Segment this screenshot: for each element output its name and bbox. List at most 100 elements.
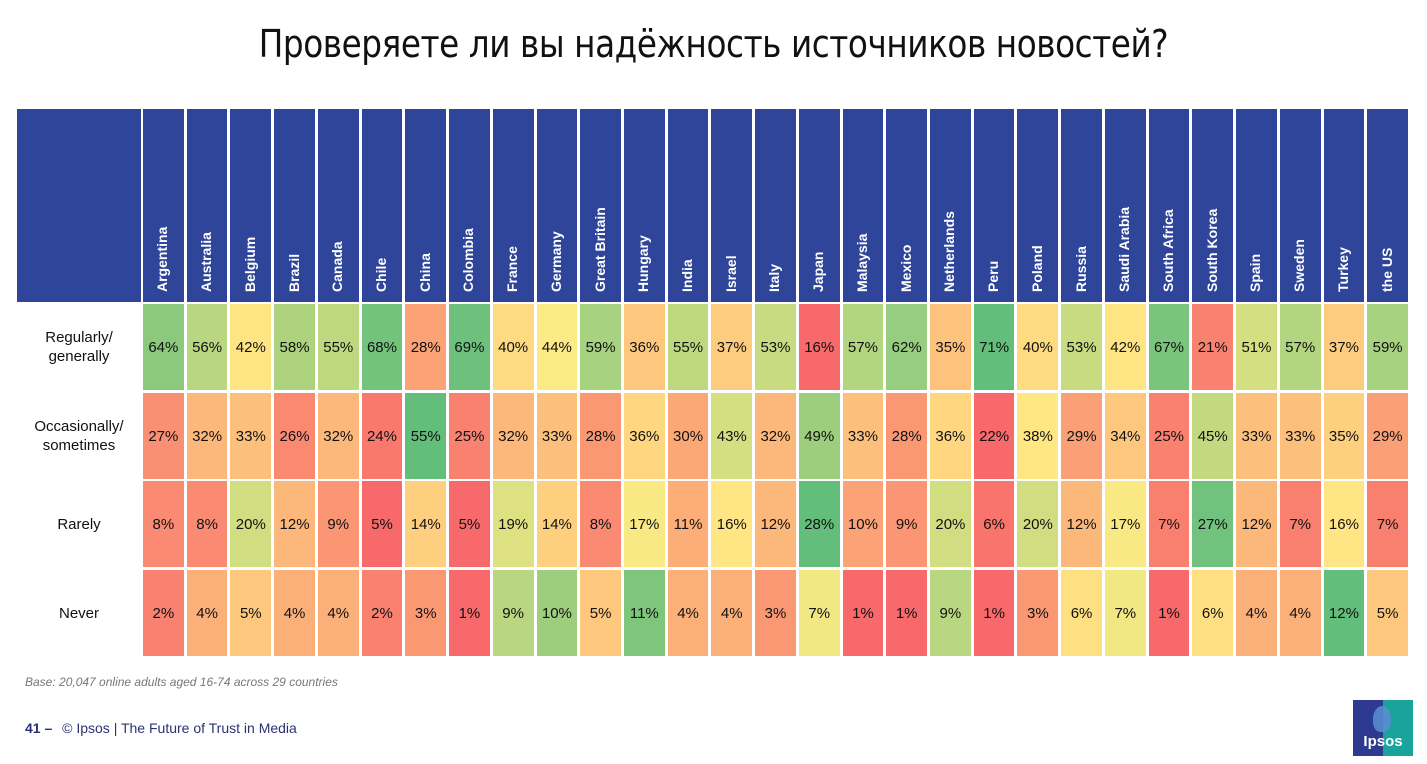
heatmap-cell: 4% bbox=[186, 570, 228, 656]
heatmap-cell: 33% bbox=[842, 393, 884, 479]
heatmap-cell: 3% bbox=[1017, 570, 1059, 656]
heatmap-cell: 8% bbox=[580, 481, 621, 567]
heatmap-cell: 14% bbox=[536, 481, 578, 567]
heatmap-cell: 36% bbox=[930, 393, 971, 479]
column-header-label: Malaysia bbox=[853, 233, 870, 292]
heatmap-cell: 33% bbox=[1236, 393, 1277, 479]
column-header: Saudi Arabia bbox=[1104, 109, 1146, 302]
heatmap-cell: 27% bbox=[1192, 481, 1234, 567]
heatmap-cell: 57% bbox=[1279, 304, 1321, 390]
heatmap-cell: 30% bbox=[667, 393, 709, 479]
column-header-label: Argentina bbox=[154, 226, 171, 292]
heatmap-cell: 7% bbox=[1279, 481, 1321, 567]
heatmap-cell: 33% bbox=[536, 393, 578, 479]
heatmap-cell: 28% bbox=[886, 393, 928, 479]
heatmap-cell: 36% bbox=[623, 304, 665, 390]
heatmap-cell: 1% bbox=[842, 570, 884, 656]
row-label: Occasionally/sometimes bbox=[34, 418, 124, 454]
heatmap-cell: 10% bbox=[842, 481, 884, 567]
heatmap-cell: 6% bbox=[973, 481, 1015, 567]
column-header-label: Russia bbox=[1072, 246, 1089, 292]
heatmap-cell: 57% bbox=[842, 304, 884, 390]
heatmap-cell: 5% bbox=[449, 481, 490, 567]
column-header: Canada bbox=[317, 109, 359, 302]
heatmap-cell: 25% bbox=[1148, 393, 1190, 479]
heatmap-cell: 64% bbox=[143, 304, 184, 390]
heatmap-cell: 7% bbox=[1367, 481, 1408, 567]
column-header: South Africa bbox=[1148, 109, 1190, 302]
heatmap-cell: 59% bbox=[580, 304, 621, 390]
heatmap-cell: 28% bbox=[580, 393, 621, 479]
heatmap-cell: 11% bbox=[667, 481, 709, 567]
heatmap-cell: 7% bbox=[1104, 570, 1146, 656]
column-header-label: Sweden bbox=[1291, 239, 1308, 292]
heatmap-cell: 4% bbox=[274, 570, 315, 656]
heatmap-cell: 17% bbox=[1104, 481, 1146, 567]
column-header-label: Australia bbox=[198, 232, 215, 292]
heatmap-cell: 1% bbox=[449, 570, 490, 656]
heatmap-cell: 36% bbox=[623, 393, 665, 479]
heatmap-cell: 4% bbox=[317, 570, 359, 656]
heatmap-cell: 32% bbox=[317, 393, 359, 479]
heatmap-cell: 34% bbox=[1104, 393, 1146, 479]
column-header: Argentina bbox=[143, 109, 184, 302]
heatmap-cell: 1% bbox=[1148, 570, 1190, 656]
heatmap-cell: 49% bbox=[798, 393, 840, 479]
column-header: Great Britain bbox=[580, 109, 621, 302]
heatmap-cell: 35% bbox=[930, 304, 971, 390]
heatmap-cell: 55% bbox=[317, 304, 359, 390]
heatmap-cell: 3% bbox=[405, 570, 447, 656]
heatmap-cell: 51% bbox=[1236, 304, 1277, 390]
column-header-label: Saudi Arabia bbox=[1116, 206, 1133, 292]
heatmap-cell: 40% bbox=[492, 304, 534, 390]
heatmap-cell: 5% bbox=[361, 481, 403, 567]
heatmap-cell: 45% bbox=[1192, 393, 1234, 479]
heatmap-cell: 71% bbox=[973, 304, 1015, 390]
heatmap-cell: 11% bbox=[623, 570, 665, 656]
column-header-label: Brazil bbox=[285, 253, 302, 292]
column-header-label: Hungary bbox=[635, 235, 652, 292]
column-header: China bbox=[405, 109, 447, 302]
heatmap-cell: 42% bbox=[1104, 304, 1146, 390]
heatmap-cell: 69% bbox=[449, 304, 490, 390]
base-note: Base: 20,047 online adults aged 16-74 ac… bbox=[25, 675, 338, 689]
column-header-label: Mexico bbox=[897, 244, 914, 292]
heatmap-cell: 6% bbox=[1061, 570, 1102, 656]
heatmap-cell: 20% bbox=[930, 481, 971, 567]
row-label: Never bbox=[58, 604, 99, 622]
column-header-label: Germany bbox=[547, 231, 564, 292]
heatmap-cell: 42% bbox=[230, 304, 272, 390]
heatmap-cell: 4% bbox=[1236, 570, 1277, 656]
heatmap-cell: 68% bbox=[361, 304, 403, 390]
column-header: Colombia bbox=[449, 109, 490, 302]
heatmap-cell: 8% bbox=[186, 481, 228, 567]
column-header-label: Netherlands bbox=[941, 211, 958, 292]
column-header-label: Belgium bbox=[241, 236, 258, 292]
column-header: Brazil bbox=[274, 109, 315, 302]
heatmap-cell: 38% bbox=[1017, 393, 1059, 479]
column-header: South Korea bbox=[1192, 109, 1234, 302]
column-header-label: South Africa bbox=[1160, 209, 1176, 292]
heatmap-cell: 17% bbox=[623, 481, 665, 567]
heatmap-cell: 7% bbox=[798, 570, 840, 656]
column-header: Netherlands bbox=[930, 109, 971, 302]
column-header-label: South Korea bbox=[1203, 208, 1220, 292]
heatmap-table: Argentina Australia Belgium Brazil Canada Chi… bbox=[17, 109, 1411, 657]
heatmap-cell: 43% bbox=[711, 393, 753, 479]
column-header-label: Italy bbox=[766, 263, 783, 292]
heatmap-cell: 12% bbox=[755, 481, 796, 567]
row-label: Rarely bbox=[57, 515, 101, 533]
heatmap-cell: 28% bbox=[405, 304, 447, 390]
ipsos-logo: Ipsos bbox=[1353, 700, 1413, 756]
heatmap-cell: 53% bbox=[1061, 304, 1102, 390]
heatmap-cell: 53% bbox=[755, 304, 796, 390]
heatmap-cell: 24% bbox=[361, 393, 403, 479]
column-header-label: Turkey bbox=[1334, 247, 1351, 292]
logo-text: Ipsos bbox=[1363, 733, 1403, 750]
heatmap-cell: 37% bbox=[711, 304, 753, 390]
footer: 41 – © Ipsos | The Future of Trust in Me… bbox=[25, 720, 297, 736]
footer-text: © Ipsos | The Future of Trust in Media bbox=[62, 720, 297, 736]
heatmap-cell: 4% bbox=[711, 570, 753, 656]
column-header: Belgium bbox=[230, 109, 272, 302]
heatmap-cell: 12% bbox=[274, 481, 315, 567]
